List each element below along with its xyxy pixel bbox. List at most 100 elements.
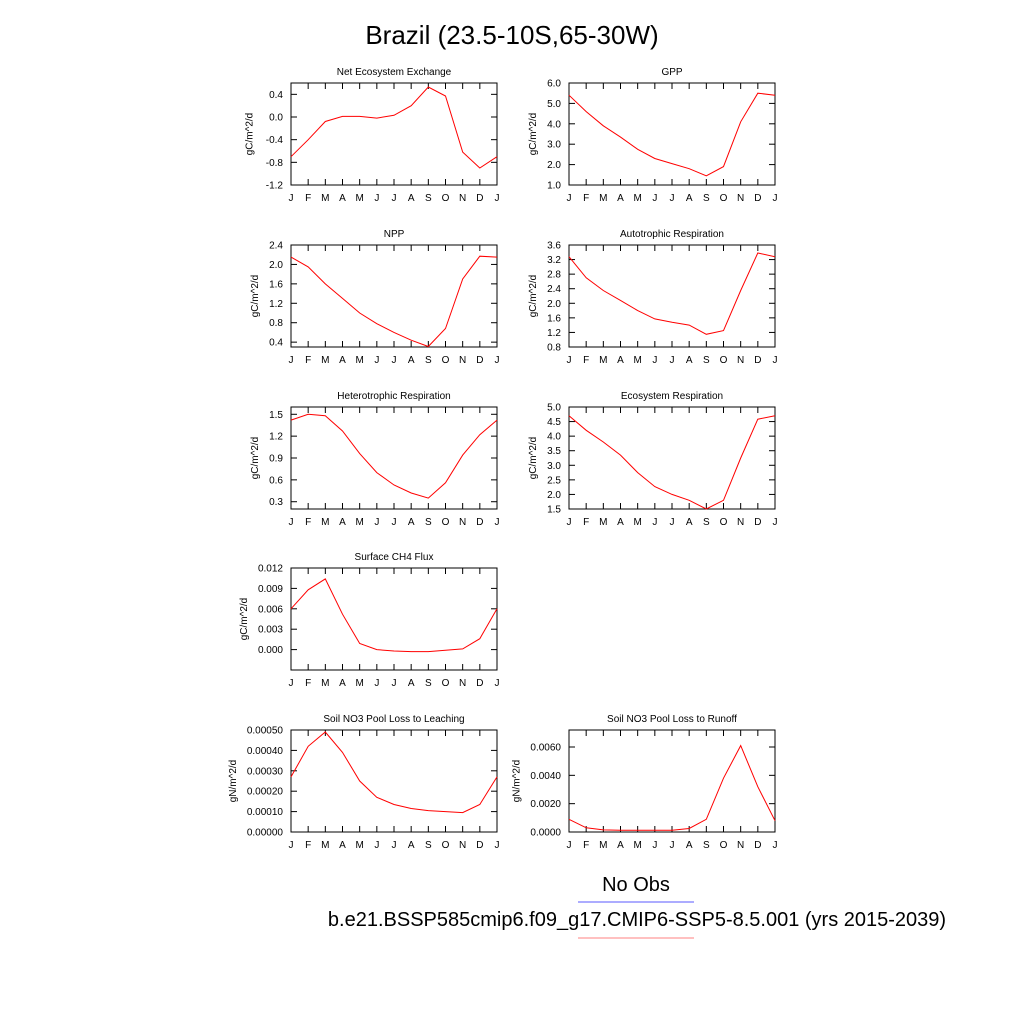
x-tick-label: J bbox=[392, 840, 397, 851]
x-tick-label: M bbox=[321, 517, 329, 528]
y-tick-label: 4.0 bbox=[547, 119, 561, 130]
x-tick-label: J bbox=[495, 355, 500, 366]
x-tick-label: A bbox=[408, 678, 415, 689]
x-tick-label: A bbox=[408, 193, 415, 204]
x-tick-label: F bbox=[305, 193, 311, 204]
x-tick-label: A bbox=[686, 840, 693, 851]
series-line bbox=[290, 413, 498, 499]
x-tick-label: J bbox=[374, 517, 379, 528]
plot-frame bbox=[290, 244, 498, 348]
y-tick-label: 0.9 bbox=[269, 454, 283, 465]
y-tick-label: 2.5 bbox=[547, 475, 561, 486]
x-tick-label: J bbox=[567, 517, 572, 528]
x-tick-label: D bbox=[476, 678, 483, 689]
x-tick-label: M bbox=[321, 193, 329, 204]
x-tick-label: O bbox=[442, 840, 450, 851]
y-tick-label: 1.5 bbox=[547, 505, 561, 516]
x-tick-label: M bbox=[355, 355, 363, 366]
y-tick-label: 0.8 bbox=[547, 343, 561, 354]
panel-title: GPP bbox=[661, 67, 682, 78]
panel-title: Heterotrophic Respiration bbox=[337, 391, 450, 402]
x-tick-label: S bbox=[703, 840, 710, 851]
y-tick-label: 2.4 bbox=[547, 284, 561, 295]
series-line bbox=[290, 86, 498, 169]
x-tick-label: N bbox=[459, 840, 466, 851]
x-tick-label: J bbox=[289, 193, 294, 204]
x-tick-label: J bbox=[773, 517, 778, 528]
x-tick-label: O bbox=[720, 193, 728, 204]
y-axis-label: gN/m^2/d bbox=[228, 760, 239, 803]
x-tick-label: A bbox=[339, 840, 346, 851]
x-tick-label: A bbox=[339, 517, 346, 528]
y-tick-label: 1.6 bbox=[547, 313, 561, 324]
x-tick-label: S bbox=[703, 355, 710, 366]
x-tick-label: D bbox=[754, 193, 761, 204]
x-tick-label: M bbox=[355, 678, 363, 689]
x-tick-label: S bbox=[703, 517, 710, 528]
y-tick-label: 6.0 bbox=[547, 79, 561, 90]
y-tick-label: 3.0 bbox=[547, 461, 561, 472]
x-tick-label: M bbox=[633, 517, 641, 528]
x-tick-label: N bbox=[737, 355, 744, 366]
y-tick-label: 0.0000 bbox=[530, 828, 561, 839]
y-tick-label: 0.000 bbox=[258, 645, 283, 656]
x-tick-label: J bbox=[374, 678, 379, 689]
x-tick-label: A bbox=[339, 678, 346, 689]
y-tick-label: 2.0 bbox=[547, 160, 561, 171]
y-tick-label: 3.0 bbox=[547, 140, 561, 151]
panel-title: Ecosystem Respiration bbox=[621, 391, 723, 402]
legend-label: No Obs bbox=[602, 874, 670, 896]
plot-frame bbox=[568, 406, 776, 510]
x-tick-label: D bbox=[754, 517, 761, 528]
y-tick-label: 1.2 bbox=[269, 432, 283, 443]
x-tick-label: S bbox=[425, 355, 432, 366]
x-tick-label: M bbox=[599, 355, 607, 366]
x-tick-label: N bbox=[459, 355, 466, 366]
y-tick-label: 2.0 bbox=[547, 299, 561, 310]
plot-frame bbox=[568, 729, 776, 833]
y-tick-label: 5.0 bbox=[547, 99, 561, 110]
x-tick-label: J bbox=[289, 355, 294, 366]
y-tick-label: 2.4 bbox=[269, 241, 283, 252]
y-tick-label: 0.0040 bbox=[530, 771, 561, 782]
y-tick-label: 3.2 bbox=[547, 255, 561, 266]
x-tick-label: J bbox=[495, 517, 500, 528]
y-tick-label: 1.5 bbox=[269, 410, 283, 421]
x-tick-label: M bbox=[633, 355, 641, 366]
series-line bbox=[568, 92, 776, 177]
x-tick-label: M bbox=[321, 678, 329, 689]
panel-title: Surface CH4 Flux bbox=[355, 552, 434, 563]
x-tick-label: J bbox=[392, 678, 397, 689]
x-tick-label: J bbox=[670, 517, 675, 528]
x-tick-label: N bbox=[737, 840, 744, 851]
x-tick-label: A bbox=[686, 517, 693, 528]
y-tick-label: 0.006 bbox=[258, 604, 283, 615]
x-tick-label: J bbox=[670, 840, 675, 851]
y-tick-label: 0.00010 bbox=[247, 807, 284, 818]
x-tick-label: A bbox=[686, 355, 693, 366]
panel-title: Net Ecosystem Exchange bbox=[337, 67, 452, 78]
x-tick-label: M bbox=[599, 840, 607, 851]
y-tick-label: 1.6 bbox=[269, 279, 283, 290]
x-tick-label: J bbox=[670, 355, 675, 366]
y-tick-label: 0.8 bbox=[269, 318, 283, 329]
x-tick-label: M bbox=[355, 517, 363, 528]
y-axis-label: gC/m^2/d bbox=[528, 113, 539, 156]
x-tick-label: N bbox=[459, 517, 466, 528]
y-axis-label: gC/m^2/d bbox=[528, 275, 539, 318]
x-tick-label: J bbox=[652, 840, 657, 851]
x-tick-label: M bbox=[321, 840, 329, 851]
x-tick-label: O bbox=[442, 517, 450, 528]
y-tick-label: 0.3 bbox=[269, 497, 283, 508]
x-tick-label: N bbox=[459, 678, 466, 689]
y-tick-label: 0.00040 bbox=[247, 746, 284, 757]
x-tick-label: N bbox=[459, 193, 466, 204]
x-tick-label: N bbox=[737, 193, 744, 204]
y-tick-label: -0.8 bbox=[266, 158, 284, 169]
series-line bbox=[568, 415, 776, 510]
panel-title: Soil NO3 Pool Loss to Leaching bbox=[323, 714, 464, 725]
y-tick-label: 4.5 bbox=[547, 417, 561, 428]
